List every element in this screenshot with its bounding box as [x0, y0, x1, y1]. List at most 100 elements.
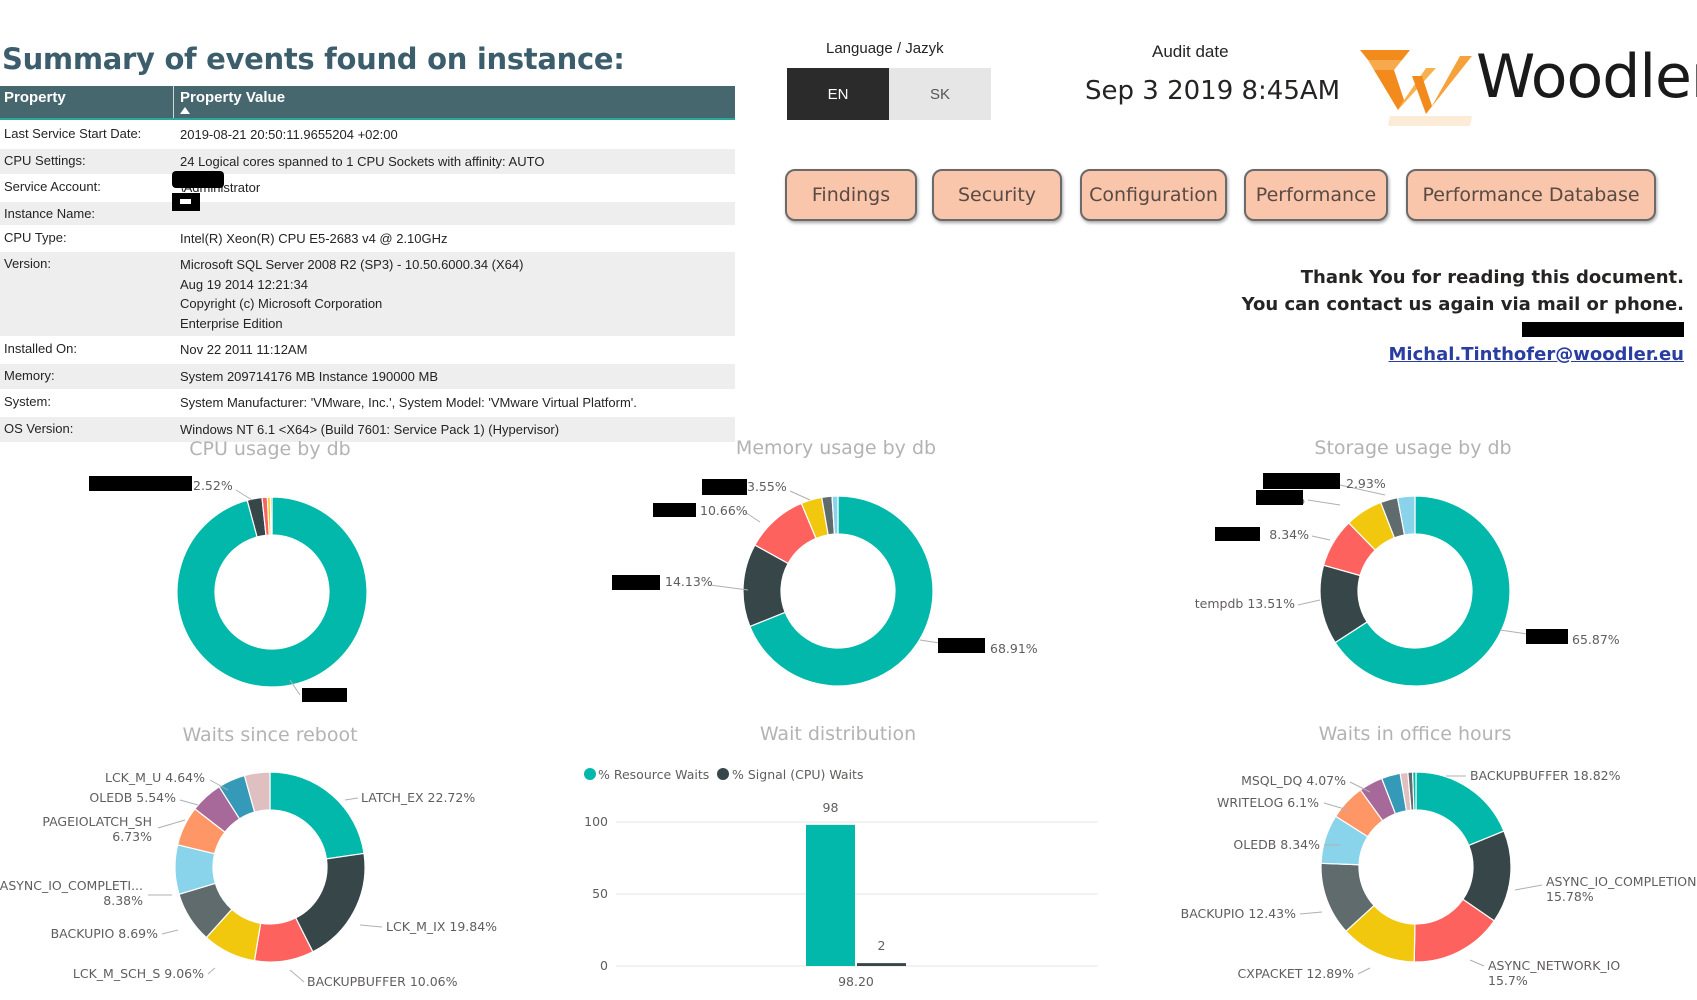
woodler-logo: Woodler — [1360, 38, 1697, 128]
redaction-mark — [180, 199, 191, 204]
table-row: CPU Type: Intel(R) Xeon(R) CPU E5-2683 v4… — [0, 225, 735, 252]
table-row: Service Account:\Administrator — [0, 175, 735, 202]
bar — [806, 824, 855, 966]
data-label: CXPACKET 12.89% — [1238, 966, 1355, 981]
property-table-header: Property Property Value — [0, 86, 735, 120]
contact-email-link[interactable]: Michal.Tinthofer@woodler.eu — [1388, 344, 1684, 365]
data-label: 2.93% — [1346, 476, 1386, 491]
data-label: OLEDB 5.54% — [89, 790, 176, 805]
data-label: 3.55% — [747, 479, 787, 494]
data-label: BACKUPBUFFER 18.82% — [1470, 768, 1621, 783]
leader-line — [1514, 884, 1543, 891]
redacted-phone — [1242, 318, 1684, 338]
y-tick-label: 50 — [592, 886, 608, 901]
property-name-cell: Version: — [4, 256, 51, 271]
pie-slice — [176, 496, 368, 688]
property-name-cell: Service Account: — [4, 179, 101, 194]
data-label: PAGEIOLATCH_SH 6.73% — [42, 814, 152, 844]
cpu-usage-chart-title: CPU usage by db — [189, 438, 351, 460]
property-name-cell: OS Version: — [4, 420, 74, 436]
table-row: OS Version: Windows NT 6.1 <X64> (Build 7… — [0, 416, 735, 443]
data-label: 68.91% — [990, 641, 1038, 656]
data-label: LATCH_EX 22.72% — [361, 790, 475, 805]
property-value-cell: Microsoft SQL Server 2008 R2 (SP3) - 10.… — [180, 257, 524, 331]
configuration-button[interactable]: Configuration — [1080, 169, 1227, 221]
leader-line — [1349, 781, 1371, 793]
redaction-block — [172, 171, 224, 188]
audit-date-value: Sep 3 2019 8:45AM — [1085, 76, 1341, 106]
pie-slice — [1411, 771, 1417, 811]
performance-database-button[interactable]: Performance Database — [1406, 169, 1656, 221]
leader-line — [207, 967, 216, 975]
table-row: CPU Settings: 24 Logical cores spanned to… — [0, 148, 735, 175]
property-name-cell: Memory: — [4, 367, 55, 383]
bar-data-label: 2 — [878, 938, 886, 953]
pie-slice — [749, 495, 934, 687]
woodler-logo-text: Woodler — [1476, 42, 1697, 112]
x-category-label: 98.20 — [838, 974, 874, 989]
woodler-logo-mark-icon — [1360, 50, 1472, 126]
column-header-property[interactable]: Property — [0, 86, 174, 118]
page-title: Summary of events found on instance: — [2, 42, 625, 76]
data-label: LCK_M_SCH_S 9.06% — [73, 966, 204, 981]
leader-line — [789, 490, 811, 501]
language-label: Language / Jazyk — [826, 40, 944, 57]
data-label: 65.87% — [1572, 632, 1620, 647]
redaction-block — [1263, 473, 1340, 489]
leader-line — [709, 584, 749, 591]
table-row: Installed On: Nov 22 2011 11:12AM — [0, 337, 735, 364]
language-sk-button[interactable]: SK — [889, 68, 991, 120]
redaction-block — [89, 476, 192, 491]
pie-slice — [1396, 495, 1416, 536]
redaction-block — [653, 503, 696, 517]
property-value-cell: Windows NT 6.1 <X64> (Build 7601: Servic… — [180, 421, 560, 437]
property-value-cell: System Manufacturer: 'VMware, Inc.', Sys… — [180, 395, 637, 410]
waits-office-hours-chart-title: Waits in office hours — [1318, 723, 1512, 745]
pie-slice — [294, 852, 366, 953]
redaction-block — [612, 575, 660, 590]
redaction-block — [1522, 322, 1684, 337]
column-header-property-value[interactable]: Property Value — [174, 86, 735, 118]
property-value-cell: Intel(R) Xeon(R) CPU E5-2683 v4 @ 2.10GH… — [180, 230, 448, 246]
data-label: LCK_M_IX 19.84% — [386, 919, 497, 934]
leader-line — [1323, 802, 1349, 811]
memory-usage-chart-title: Memory usage by db — [735, 437, 937, 459]
leader-line — [1297, 599, 1321, 606]
data-label: LCK_M_U 4.64% — [105, 770, 205, 785]
table-row: Instance Name: — [0, 201, 735, 226]
performance-button[interactable]: Performance — [1244, 169, 1388, 221]
property-name-cell: Last Service Start Date: — [4, 126, 142, 141]
data-label: ASYNC_IO_COMPLETION 15.78% — [1546, 874, 1697, 904]
leader-line — [179, 799, 199, 806]
data-label: BACKUPBUFFER 10.06% — [307, 974, 458, 989]
sort-ascending-icon — [180, 107, 190, 114]
y-tick-label: 100 — [584, 814, 608, 829]
data-label: OLEDB 8.34% — [1233, 837, 1320, 852]
property-value-cell: 2019-08-21 20:50:11.9655204 +02:00 — [180, 127, 398, 142]
legend-marker-resource — [584, 768, 596, 780]
pie-slice — [831, 495, 839, 535]
leader-line — [1339, 484, 1386, 496]
data-label: tempdb 13.51% — [1195, 596, 1295, 611]
property-table: Property Property Value Last Service Sta… — [0, 86, 735, 443]
table-row: Version: Microsoft SQL Server 2008 R2 (SP… — [0, 252, 735, 337]
data-label: ASYNC_IO_COMPLETI... 8.38% — [0, 878, 143, 908]
property-name-cell: CPU Settings: — [4, 152, 86, 168]
data-label: 14.13% — [665, 574, 713, 589]
security-button[interactable]: Security — [932, 169, 1062, 221]
findings-button[interactable]: Findings — [785, 169, 917, 221]
column-header-label: Property Value — [180, 89, 286, 106]
language-en-button[interactable]: EN — [787, 68, 889, 120]
table-row: Memory: System 209714176 MB Instance 1900… — [0, 363, 735, 390]
storage-usage-chart-title: Storage usage by db — [1314, 437, 1512, 459]
redaction-block — [938, 638, 985, 653]
property-table-body: Last Service Start Date: 2019-08-21 20:50… — [0, 122, 735, 443]
wait-distribution-chart-title: Wait distribution — [759, 723, 917, 745]
property-name-cell: System: — [4, 394, 51, 409]
bar-data-label: 98 — [823, 800, 839, 815]
leader-line — [744, 511, 761, 523]
thank-you-line: Thank You for reading this document. — [1300, 267, 1684, 288]
leader-line — [1307, 499, 1341, 506]
redaction-block — [302, 688, 347, 702]
